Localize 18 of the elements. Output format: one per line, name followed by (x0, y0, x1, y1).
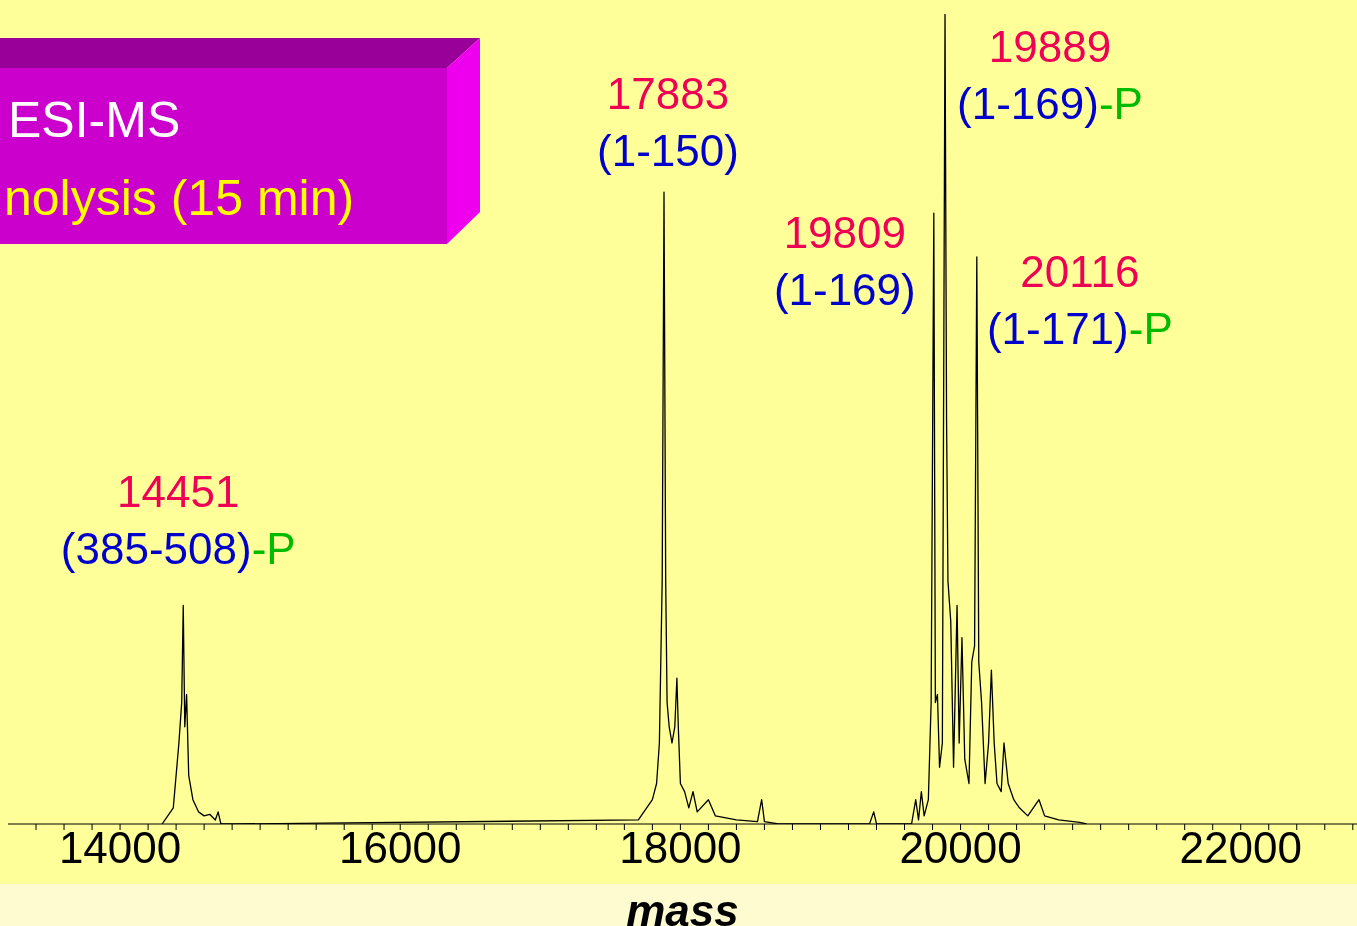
annotation: 20116 (1020, 246, 1140, 296)
annotation: 14451 (117, 466, 240, 516)
annotation: (1-150) (597, 125, 739, 175)
x-tick-label: 20000 (899, 823, 1022, 873)
x-tick-label: 16000 (339, 823, 462, 873)
x-tick-label: 18000 (619, 823, 742, 873)
x-tick-label: 22000 (1179, 823, 1302, 873)
annotation: (1-169)-P (957, 78, 1143, 128)
x-axis-title: mass (626, 886, 739, 926)
text: nolysis (15 min) (4, 169, 355, 228)
annotation: 17883 (606, 68, 730, 118)
annotation: (385-508)-P (60, 523, 296, 573)
text: ESI-MS (8, 91, 181, 150)
annotation: (1-169) (773, 264, 916, 314)
annotation: (1-171)-P (986, 303, 1173, 353)
x-tick-label: 14000 (58, 823, 182, 873)
annotation: 19809 (783, 207, 906, 257)
annotation: 19889 (988, 21, 1112, 71)
